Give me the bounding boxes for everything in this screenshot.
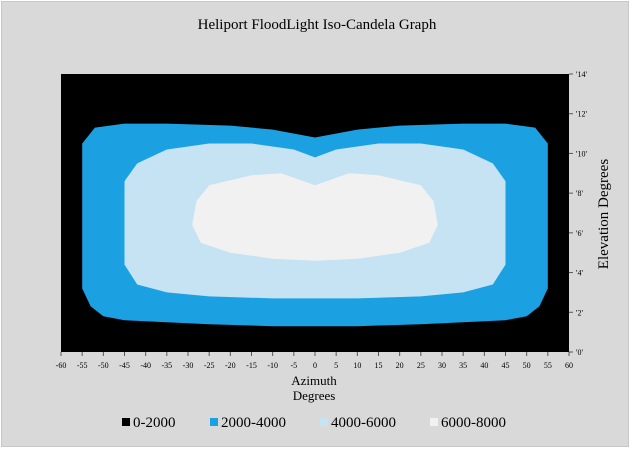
contour-levels: [82, 123, 548, 327]
x-axis-label: Azimuth: [291, 373, 337, 388]
x-tick-label: 15: [375, 361, 383, 370]
x-tick-label: -30: [183, 361, 194, 370]
x-tick-label: -45: [119, 361, 130, 370]
x-tick-label: 25: [417, 361, 425, 370]
y-tick-label: '2': [576, 308, 583, 317]
chart-title: Heliport FloodLight Iso-Candela Graph: [198, 17, 437, 33]
contour-6000-8000: [192, 173, 438, 261]
x-tick-label: 35: [459, 361, 467, 370]
x-tick-label: -60: [56, 361, 67, 370]
y-tick-label: '10': [576, 149, 587, 158]
x-tick-label: -10: [267, 361, 278, 370]
legend-label: 4000-6000: [331, 415, 396, 431]
legend-swatch: [320, 418, 328, 426]
y-tick-label: '12': [576, 110, 587, 119]
x-tick-label: -35: [161, 361, 172, 370]
legend: 0-2000 2000-4000 4000-6000 6000-8000: [122, 415, 506, 431]
x-tick-label: -20: [225, 361, 236, 370]
x-tick-label: -15: [246, 361, 257, 370]
legend-swatch: [210, 418, 218, 426]
y-tick-label: '14': [576, 70, 587, 79]
x-tick-label: 10: [353, 361, 361, 370]
x-tick-label: -25: [204, 361, 215, 370]
x-tick-label: 20: [396, 361, 404, 370]
x-tick-label: 50: [523, 361, 531, 370]
x-tick-label: 5: [334, 361, 338, 370]
legend-swatch: [122, 418, 130, 426]
y-axis-ticks: '0' '2' '4' '6' '8' '10' '12' '14': [569, 70, 587, 357]
legend-label: 6000-8000: [441, 415, 506, 431]
x-tick-label: 0: [313, 361, 317, 370]
x-tick-label: -40: [140, 361, 151, 370]
x-tick-label: 55: [544, 361, 552, 370]
legend-swatch: [430, 418, 438, 426]
x-axis-label-units: Degrees: [293, 388, 336, 403]
y-tick-label: '8': [576, 189, 583, 198]
x-tick-label: -5: [290, 361, 297, 370]
x-tick-label: -50: [98, 361, 109, 370]
y-tick-label: '0': [576, 348, 583, 357]
x-tick-label: -55: [77, 361, 88, 370]
legend-label: 0-2000: [133, 415, 176, 431]
y-tick-label: '6': [576, 229, 583, 238]
legend-label: 2000-4000: [221, 415, 286, 431]
x-tick-label: 30: [438, 361, 446, 370]
x-axis-ticks: -60 -55 -50 -45 -40 -35 -30 -25 -20 -15 -10 -5 0 5 10 1…: [56, 352, 573, 370]
x-tick-label: 40: [480, 361, 488, 370]
y-axis-label: Elevation Degrees: [596, 159, 612, 270]
y-tick-label: '4': [576, 269, 583, 278]
x-tick-label: 45: [502, 361, 510, 370]
x-tick-label: 60: [565, 361, 573, 370]
